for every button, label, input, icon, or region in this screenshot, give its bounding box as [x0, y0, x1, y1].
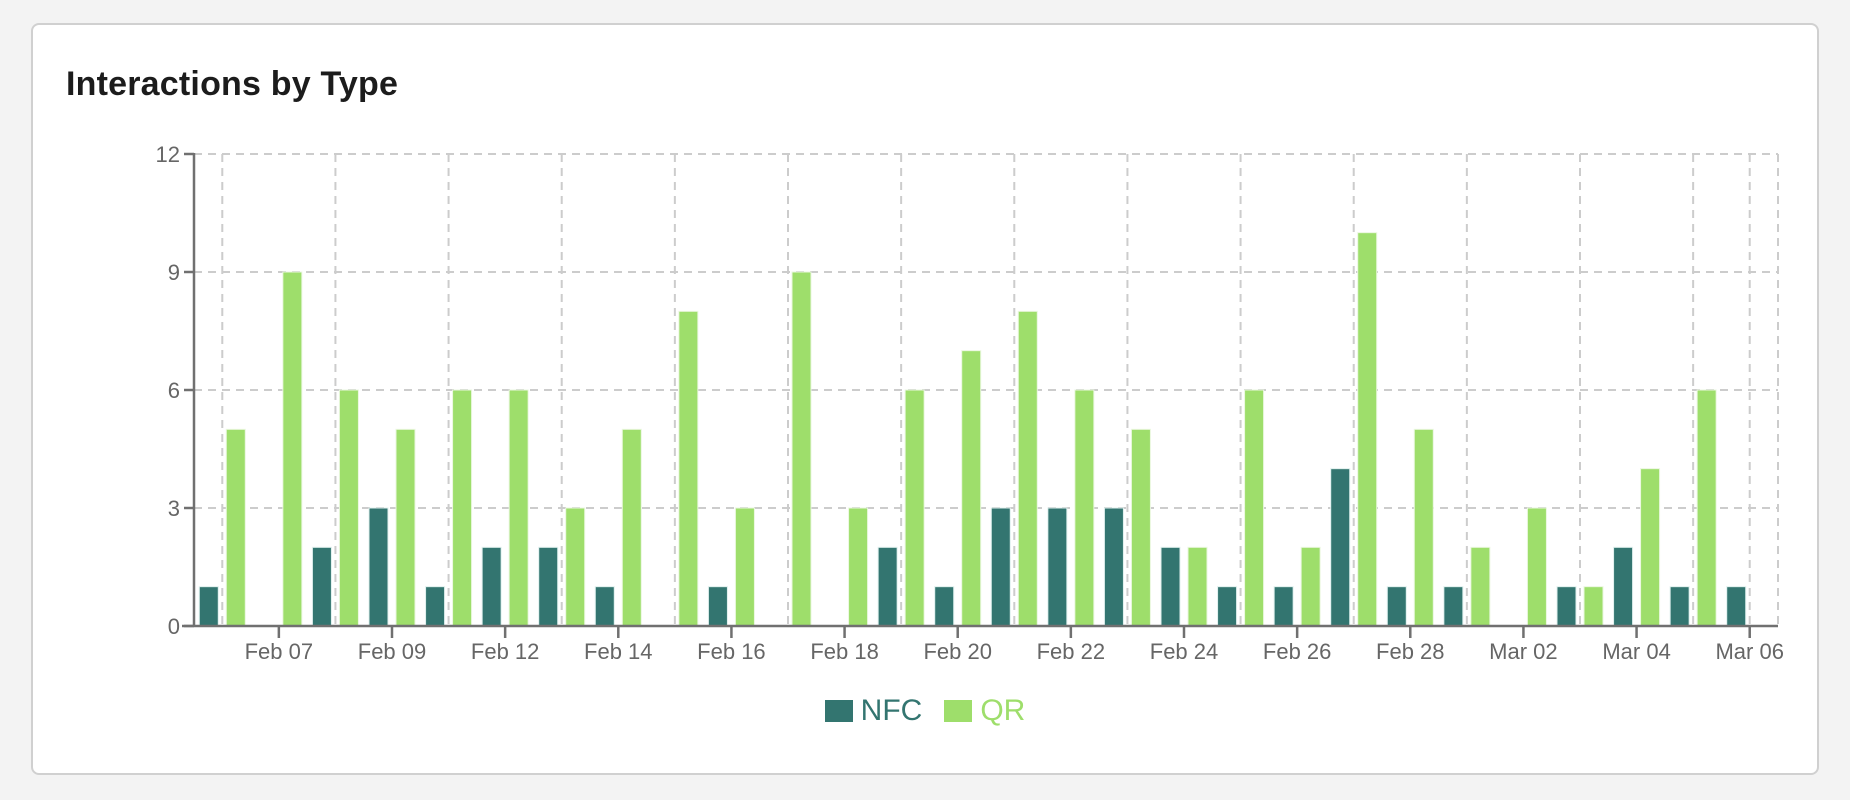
x-tick-label: Mar 04: [1602, 639, 1670, 664]
bar-qr[interactable]: [1583, 586, 1604, 627]
chart-legend: NFC QR: [0, 694, 1850, 728]
bar-qr[interactable]: [848, 507, 869, 627]
bar-nfc[interactable]: [1669, 586, 1690, 627]
bar-nfc[interactable]: [1217, 586, 1238, 627]
legend-label-nfc: NFC: [860, 694, 923, 727]
bar-qr[interactable]: [225, 428, 246, 627]
bar-qr[interactable]: [678, 310, 699, 627]
chart-title: Interactions by Type: [66, 65, 399, 103]
bar-nfc[interactable]: [1103, 507, 1124, 627]
bar-nfc[interactable]: [707, 586, 728, 627]
bar-nfc[interactable]: [1273, 586, 1294, 627]
bar-qr[interactable]: [1470, 546, 1491, 627]
bar-qr[interactable]: [1640, 468, 1661, 627]
bar-qr[interactable]: [282, 271, 303, 627]
bar-nfc[interactable]: [1613, 546, 1634, 627]
bar-qr[interactable]: [1300, 546, 1321, 627]
bar-nfc[interactable]: [1443, 586, 1464, 627]
x-tick-label: Feb 22: [1037, 639, 1106, 664]
bar-qr[interactable]: [961, 350, 982, 627]
bar-qr[interactable]: [791, 271, 812, 627]
bar-nfc[interactable]: [1556, 586, 1577, 627]
bar-qr[interactable]: [1017, 310, 1038, 627]
bar-nfc[interactable]: [311, 546, 332, 627]
y-tick-label: 6: [168, 378, 180, 403]
x-tick-label: Feb 24: [1150, 639, 1219, 664]
bar-nfc[interactable]: [481, 546, 502, 627]
bar-qr[interactable]: [1696, 389, 1717, 627]
bar-nfc[interactable]: [594, 586, 615, 627]
bar-qr[interactable]: [1187, 546, 1208, 627]
legend-item-qr[interactable]: QR: [944, 694, 1025, 728]
bar-qr[interactable]: [1130, 428, 1151, 627]
bar-qr[interactable]: [338, 389, 359, 627]
y-tick-label: 0: [168, 614, 180, 639]
y-tick-label: 3: [168, 496, 180, 521]
bar-qr[interactable]: [565, 507, 586, 627]
bar-qr[interactable]: [1357, 232, 1378, 627]
x-tick-label: Feb 16: [697, 639, 766, 664]
bar-nfc[interactable]: [990, 507, 1011, 627]
bar-nfc[interactable]: [1726, 586, 1747, 627]
bar-nfc[interactable]: [368, 507, 389, 627]
legend-label-qr: QR: [980, 694, 1026, 727]
x-tick-label: Feb 20: [923, 639, 992, 664]
bar-nfc[interactable]: [425, 586, 446, 627]
x-tick-label: Feb 18: [810, 639, 879, 664]
bar-qr[interactable]: [621, 428, 642, 627]
bar-qr[interactable]: [508, 389, 529, 627]
qr-swatch-icon: [944, 700, 973, 722]
bar-nfc[interactable]: [198, 586, 219, 627]
y-tick-label: 12: [156, 142, 180, 167]
legend-item-nfc[interactable]: NFC: [824, 694, 923, 728]
bar-qr[interactable]: [395, 428, 416, 627]
bar-nfc[interactable]: [538, 546, 559, 627]
bar-nfc[interactable]: [1047, 507, 1068, 627]
bar-qr[interactable]: [1413, 428, 1434, 627]
bar-qr[interactable]: [1244, 389, 1265, 627]
x-tick-label: Feb 14: [584, 639, 653, 664]
y-tick-label: 9: [168, 260, 180, 285]
bar-qr[interactable]: [904, 389, 925, 627]
bar-qr[interactable]: [452, 389, 473, 627]
chart-card: Interactions by Type: [31, 23, 1819, 775]
x-tick-label: Feb 28: [1376, 639, 1445, 664]
nfc-swatch-icon: [824, 700, 853, 722]
x-tick-label: Feb 07: [245, 639, 314, 664]
x-tick-label: Feb 09: [358, 639, 427, 664]
bar-nfc[interactable]: [1386, 586, 1407, 627]
bar-nfc[interactable]: [1160, 546, 1181, 627]
x-tick-label: Feb 12: [471, 639, 540, 664]
x-tick-label: Feb 26: [1263, 639, 1332, 664]
bar-nfc[interactable]: [934, 586, 955, 627]
bar-nfc[interactable]: [877, 546, 898, 627]
bar-qr[interactable]: [1526, 507, 1547, 627]
x-tick-label: Mar 06: [1715, 639, 1783, 664]
bar-nfc[interactable]: [1330, 468, 1351, 627]
bar-qr[interactable]: [1074, 389, 1095, 627]
bar-qr[interactable]: [734, 507, 755, 627]
x-tick-label: Mar 02: [1489, 639, 1557, 664]
